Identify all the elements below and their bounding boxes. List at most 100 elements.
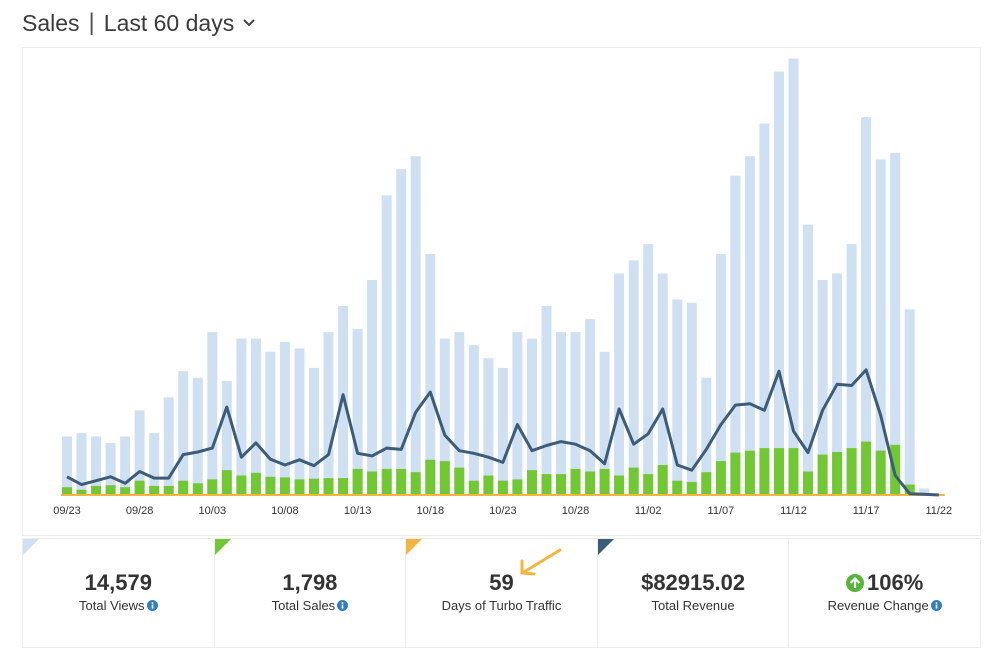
sales-bar[interactable]	[512, 479, 523, 495]
views-bar[interactable]	[774, 71, 784, 496]
views-bar[interactable]	[701, 377, 712, 495]
views-bar[interactable]	[715, 253, 726, 495]
sales-bar[interactable]	[381, 468, 392, 495]
views-bar[interactable]	[570, 332, 581, 495]
views-bar[interactable]	[163, 397, 174, 495]
views-bar[interactable]	[556, 332, 566, 495]
sales-bar[interactable]	[556, 474, 566, 495]
views-bar[interactable]	[919, 488, 930, 496]
sales-bar[interactable]	[410, 472, 421, 495]
views-bar[interactable]	[541, 306, 552, 495]
sales-bar[interactable]	[817, 454, 828, 495]
views-bar[interactable]	[788, 58, 799, 496]
sales-bar[interactable]	[672, 480, 683, 495]
sales-bar[interactable]	[497, 480, 508, 495]
views-bar[interactable]	[730, 175, 741, 495]
sales-bar[interactable]	[265, 476, 276, 495]
views-bar[interactable]	[657, 273, 668, 496]
views-bar[interactable]	[686, 302, 697, 495]
views-bar[interactable]	[527, 338, 537, 495]
sales-bar[interactable]	[846, 448, 857, 495]
sales-bar[interactable]	[396, 468, 407, 495]
views-bar[interactable]	[76, 433, 87, 495]
views-bar[interactable]	[439, 338, 450, 495]
sales-bar[interactable]	[163, 485, 174, 495]
sales-bar[interactable]	[105, 485, 116, 495]
views-bar[interactable]	[192, 377, 203, 495]
sales-bar[interactable]	[91, 485, 102, 495]
views-bar[interactable]	[149, 433, 160, 495]
sales-bar[interactable]	[599, 468, 610, 495]
sales-bar[interactable]	[221, 470, 232, 495]
sales-bar[interactable]	[861, 441, 872, 495]
sales-bar[interactable]	[192, 483, 203, 495]
sales-bar[interactable]	[207, 479, 218, 495]
sales-bar[interactable]	[614, 475, 625, 496]
sales-bar[interactable]	[178, 480, 189, 495]
sales-bar[interactable]	[541, 474, 552, 495]
views-bar[interactable]	[904, 309, 915, 495]
period-dropdown[interactable]: Last 60 days	[104, 10, 256, 37]
sales-bar[interactable]	[134, 480, 145, 495]
views-bar[interactable]	[643, 244, 654, 495]
views-bar[interactable]	[744, 156, 755, 495]
sales-bar[interactable]	[483, 475, 494, 496]
sales-bar[interactable]	[570, 468, 581, 495]
sales-bar[interactable]	[62, 487, 72, 495]
views-bar[interactable]	[628, 260, 639, 495]
sales-bar[interactable]	[352, 468, 363, 495]
views-bar[interactable]	[468, 345, 479, 495]
views-bar[interactable]	[134, 410, 145, 495]
views-bar[interactable]	[367, 280, 378, 495]
sales-bar[interactable]	[468, 480, 479, 495]
views-bar[interactable]	[105, 442, 116, 495]
sales-bar[interactable]	[701, 472, 712, 495]
sales-bar[interactable]	[120, 487, 131, 495]
views-bar[interactable]	[425, 253, 436, 495]
sales-bar[interactable]	[294, 479, 305, 495]
sales-bar[interactable]	[585, 471, 596, 496]
sales-bar[interactable]	[309, 478, 319, 495]
info-icon[interactable]	[930, 600, 942, 611]
sales-bar[interactable]	[323, 478, 334, 495]
views-bar[interactable]	[803, 224, 813, 495]
views-bar[interactable]	[759, 123, 770, 495]
sales-bar[interactable]	[250, 472, 261, 495]
sales-bar[interactable]	[657, 465, 668, 495]
sales-bar[interactable]	[875, 450, 886, 495]
sales-bar[interactable]	[803, 471, 813, 496]
sales-bar[interactable]	[686, 482, 697, 495]
views-bar[interactable]	[294, 348, 305, 495]
views-bar[interactable]	[861, 117, 872, 495]
sales-bar[interactable]	[425, 459, 436, 495]
sales-bar[interactable]	[904, 484, 915, 495]
sales-bar[interactable]	[338, 478, 349, 495]
views-bar[interactable]	[585, 319, 596, 495]
sales-bar[interactable]	[527, 470, 537, 495]
views-bar[interactable]	[221, 381, 232, 495]
views-bar[interactable]	[599, 351, 610, 495]
views-bar[interactable]	[483, 358, 494, 495]
sales-bar[interactable]	[439, 461, 450, 495]
sales-bar[interactable]	[454, 467, 465, 495]
sales-bar[interactable]	[367, 471, 378, 496]
views-bar[interactable]	[875, 159, 886, 495]
sales-bar[interactable]	[279, 477, 290, 495]
views-bar[interactable]	[250, 338, 261, 495]
sales-bar[interactable]	[643, 474, 654, 495]
views-bar[interactable]	[91, 436, 102, 495]
sales-bar[interactable]	[730, 452, 741, 495]
sales-bar[interactable]	[76, 489, 87, 495]
views-bar[interactable]	[817, 280, 828, 495]
sales-bar[interactable]	[774, 448, 784, 495]
sales-bar[interactable]	[759, 448, 770, 495]
views-bar[interactable]	[120, 436, 131, 495]
views-bar[interactable]	[497, 367, 508, 495]
info-icon[interactable]	[337, 600, 349, 611]
views-bar[interactable]	[512, 332, 523, 495]
sales-bar[interactable]	[744, 450, 755, 495]
views-bar[interactable]	[396, 169, 407, 495]
views-bar[interactable]	[279, 341, 290, 495]
sales-bar[interactable]	[715, 461, 726, 495]
views-bar[interactable]	[265, 351, 276, 495]
